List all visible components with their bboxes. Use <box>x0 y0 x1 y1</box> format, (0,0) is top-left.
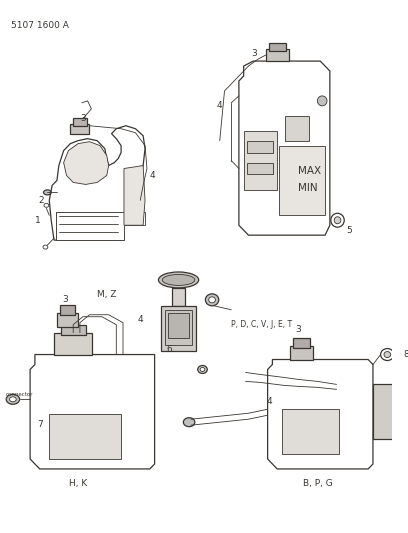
Bar <box>246 141 273 152</box>
Bar <box>373 384 394 439</box>
Text: 6: 6 <box>166 345 172 354</box>
Ellipse shape <box>43 245 48 249</box>
Ellipse shape <box>209 297 215 303</box>
Bar <box>57 313 78 327</box>
Text: 5: 5 <box>346 225 352 235</box>
Ellipse shape <box>205 294 219 306</box>
Bar <box>168 313 189 337</box>
Polygon shape <box>124 166 145 225</box>
Polygon shape <box>268 360 373 469</box>
Ellipse shape <box>381 349 394 360</box>
Bar <box>290 345 313 360</box>
Ellipse shape <box>317 96 327 106</box>
Text: 3: 3 <box>80 114 86 123</box>
Bar <box>279 146 325 215</box>
Ellipse shape <box>200 367 205 372</box>
Bar <box>49 414 121 459</box>
Ellipse shape <box>9 397 16 402</box>
Polygon shape <box>239 61 330 235</box>
Bar <box>282 409 339 454</box>
Polygon shape <box>30 354 155 469</box>
Bar <box>161 306 196 351</box>
Ellipse shape <box>198 366 207 374</box>
Text: 4: 4 <box>150 171 155 180</box>
Text: B, P, G: B, P, G <box>303 479 332 488</box>
Bar <box>60 305 75 315</box>
Text: 4: 4 <box>267 397 273 406</box>
Bar <box>285 116 309 141</box>
Ellipse shape <box>384 352 391 358</box>
Bar <box>266 49 289 61</box>
Bar <box>165 310 192 345</box>
Polygon shape <box>56 212 145 240</box>
Text: 3: 3 <box>295 325 301 334</box>
Bar <box>246 163 273 174</box>
Polygon shape <box>64 142 109 184</box>
Ellipse shape <box>331 213 344 227</box>
Bar <box>61 325 86 335</box>
Text: 2: 2 <box>39 196 44 205</box>
Text: 1: 1 <box>35 216 41 225</box>
Text: M, Z: M, Z <box>97 290 116 300</box>
Ellipse shape <box>158 272 199 288</box>
Bar <box>54 333 92 354</box>
Text: P, D, C, V, J, E, T: P, D, C, V, J, E, T <box>231 320 293 329</box>
Bar <box>172 288 185 306</box>
Bar <box>73 118 86 126</box>
Bar <box>394 414 408 428</box>
Text: connector: connector <box>6 392 34 397</box>
Bar <box>268 43 286 51</box>
Text: MIN: MIN <box>298 183 318 193</box>
Polygon shape <box>49 126 145 240</box>
Ellipse shape <box>162 274 195 285</box>
Text: 3: 3 <box>63 295 69 304</box>
Text: 8: 8 <box>404 350 408 359</box>
Ellipse shape <box>334 217 341 224</box>
Ellipse shape <box>44 190 51 195</box>
Text: 7: 7 <box>37 419 42 429</box>
Bar <box>293 337 310 348</box>
Text: 3: 3 <box>251 49 257 58</box>
Ellipse shape <box>183 418 195 426</box>
Text: 5107 1600 A: 5107 1600 A <box>11 21 69 30</box>
Ellipse shape <box>6 394 20 404</box>
Ellipse shape <box>44 203 49 207</box>
Text: MAX: MAX <box>298 166 322 175</box>
Bar <box>244 131 277 190</box>
Bar <box>56 212 121 240</box>
Text: 4: 4 <box>217 101 222 110</box>
Text: H, K: H, K <box>69 479 87 488</box>
Text: 4: 4 <box>137 315 143 324</box>
Bar <box>394 391 408 405</box>
Bar <box>70 124 89 134</box>
